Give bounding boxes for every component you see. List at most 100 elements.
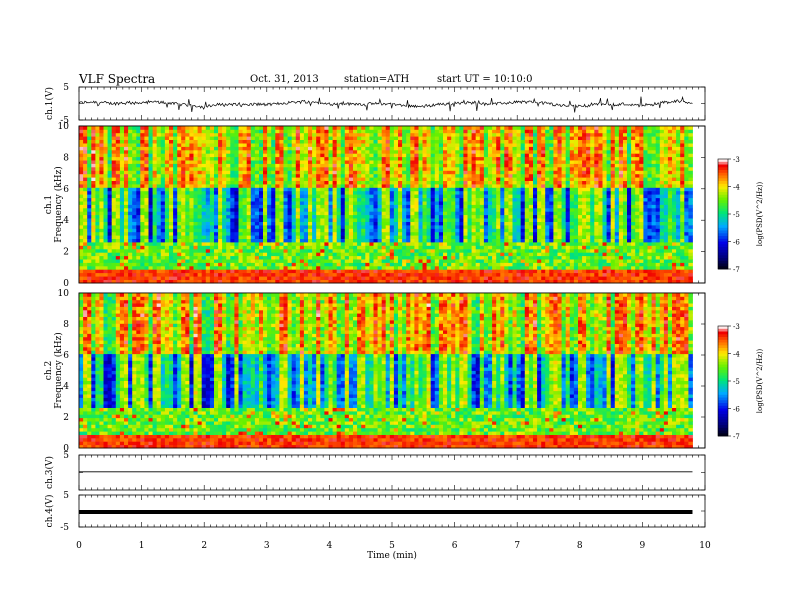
spectrogram-cell [79, 184, 84, 188]
spectrogram-cell [303, 132, 309, 137]
spectrogram-cell [324, 156, 329, 161]
spectrogram-cell [214, 231, 219, 236]
spectrogram-cell [467, 187, 472, 192]
spectrogram-cell [475, 187, 481, 192]
spectrogram-cell [353, 272, 358, 277]
spectrogram-cell [246, 214, 252, 219]
spectrogram-cell [340, 201, 346, 205]
spectrogram-cell [287, 180, 293, 185]
spectrogram-cell [438, 129, 444, 134]
spectrogram-cell [414, 187, 419, 192]
spectrogram-cell [234, 238, 239, 243]
spectrogram-cell [414, 177, 419, 181]
spectrogram-cell [254, 201, 260, 205]
spectrogram-cell [365, 269, 370, 274]
spectrogram-cell [115, 279, 121, 284]
spectrogram-cell [148, 255, 153, 260]
spectrogram-cell [99, 211, 104, 216]
spectrogram-cell [263, 248, 268, 253]
spectrogram-cell [132, 231, 137, 236]
spectrogram-cell [320, 259, 325, 263]
spectrogram-cell [205, 132, 211, 137]
spectrogram-cell [103, 214, 108, 219]
spectrogram-cell [164, 207, 170, 212]
spectrogram-cell [193, 126, 198, 130]
spectrogram-cell [287, 211, 293, 216]
spectrogram-cell [132, 255, 137, 260]
spectrogram-cell [156, 153, 162, 158]
spectrogram-cell [336, 214, 342, 219]
spectrogram-cell [152, 170, 158, 175]
spectrogram-cell [214, 197, 219, 202]
spectrogram-cell [271, 177, 276, 181]
spectrogram-cell [250, 194, 256, 199]
spectrogram-cell [205, 238, 211, 243]
spectrogram-cell [107, 194, 113, 199]
spectrogram-cell [205, 167, 211, 171]
spectrogram-cell [173, 173, 178, 178]
spectrogram-cell [91, 187, 96, 192]
spectrogram-cell [324, 146, 329, 151]
spectrogram-cell [422, 259, 427, 263]
spectrogram-cell [406, 225, 411, 229]
spectrogram-cell [287, 132, 293, 137]
spectrogram-cell [111, 279, 117, 284]
spectrogram-cell [332, 136, 338, 140]
spectrogram-cells [79, 126, 693, 284]
spectrogram-cell [410, 197, 415, 202]
spectrogram-cell [443, 167, 448, 171]
spectrogram-cell [320, 184, 325, 188]
spectrogram-cell [169, 238, 174, 243]
spectrogram-cell [246, 207, 252, 212]
spectrogram-cell [222, 136, 227, 140]
spectrogram-cell [218, 129, 223, 134]
spectrogram-cell [328, 269, 333, 274]
spectrogram-cell [95, 190, 100, 195]
spectrogram-cell [132, 126, 137, 130]
spectrogram-cell [369, 129, 374, 134]
spectrogram-cell [418, 139, 423, 144]
spectrogram-cell [99, 221, 104, 226]
spectrogram-cell [181, 146, 186, 151]
spectrogram-cell [385, 156, 391, 161]
spectrogram-cell [320, 201, 325, 205]
spectrogram-cell [353, 184, 358, 188]
spectrogram-cell [463, 139, 468, 144]
spectrogram-cell [344, 207, 350, 212]
spectrogram-cell [152, 231, 158, 236]
spectrogram-cell [234, 136, 239, 140]
spectrogram-cell [160, 276, 166, 280]
spectrogram-cell [373, 262, 378, 267]
spectrogram-cell [177, 252, 182, 257]
spectrogram-cell [393, 211, 399, 216]
spectrogram-cell [91, 207, 96, 212]
spectrogram-cell [434, 194, 440, 199]
spectrogram-cell [107, 190, 113, 195]
spectrogram-cell [279, 252, 284, 257]
spectrogram-cell [136, 245, 141, 250]
spectrogram-cell [234, 255, 239, 260]
spectrogram-cell [430, 194, 436, 199]
spectrogram-cell [189, 167, 194, 171]
spectrogram-cell [291, 177, 297, 181]
spectrogram-cell [336, 248, 342, 253]
spectrogram-cell [320, 231, 325, 236]
spectrogram-cell [222, 218, 227, 222]
spectrogram-cell [197, 214, 203, 219]
spectrogram-cell [295, 160, 301, 164]
spectrogram-cell [275, 265, 280, 270]
spectrogram-cell [426, 204, 432, 209]
spectrogram-cell [410, 139, 415, 144]
spectrogram-cell [295, 201, 301, 205]
spectrogram-cell [393, 167, 399, 171]
spectrogram-cell [152, 272, 158, 277]
spectrogram-cell [459, 238, 464, 243]
spectrogram-cell [406, 156, 411, 161]
spectrogram-cell [430, 207, 436, 212]
spectrogram-cell [451, 170, 456, 175]
spectrogram-cell [385, 167, 391, 171]
spectrogram-cell [467, 221, 472, 226]
spectrogram-cell [246, 149, 252, 154]
spectrogram-cell [402, 129, 407, 134]
spectrogram-cell [222, 269, 227, 274]
